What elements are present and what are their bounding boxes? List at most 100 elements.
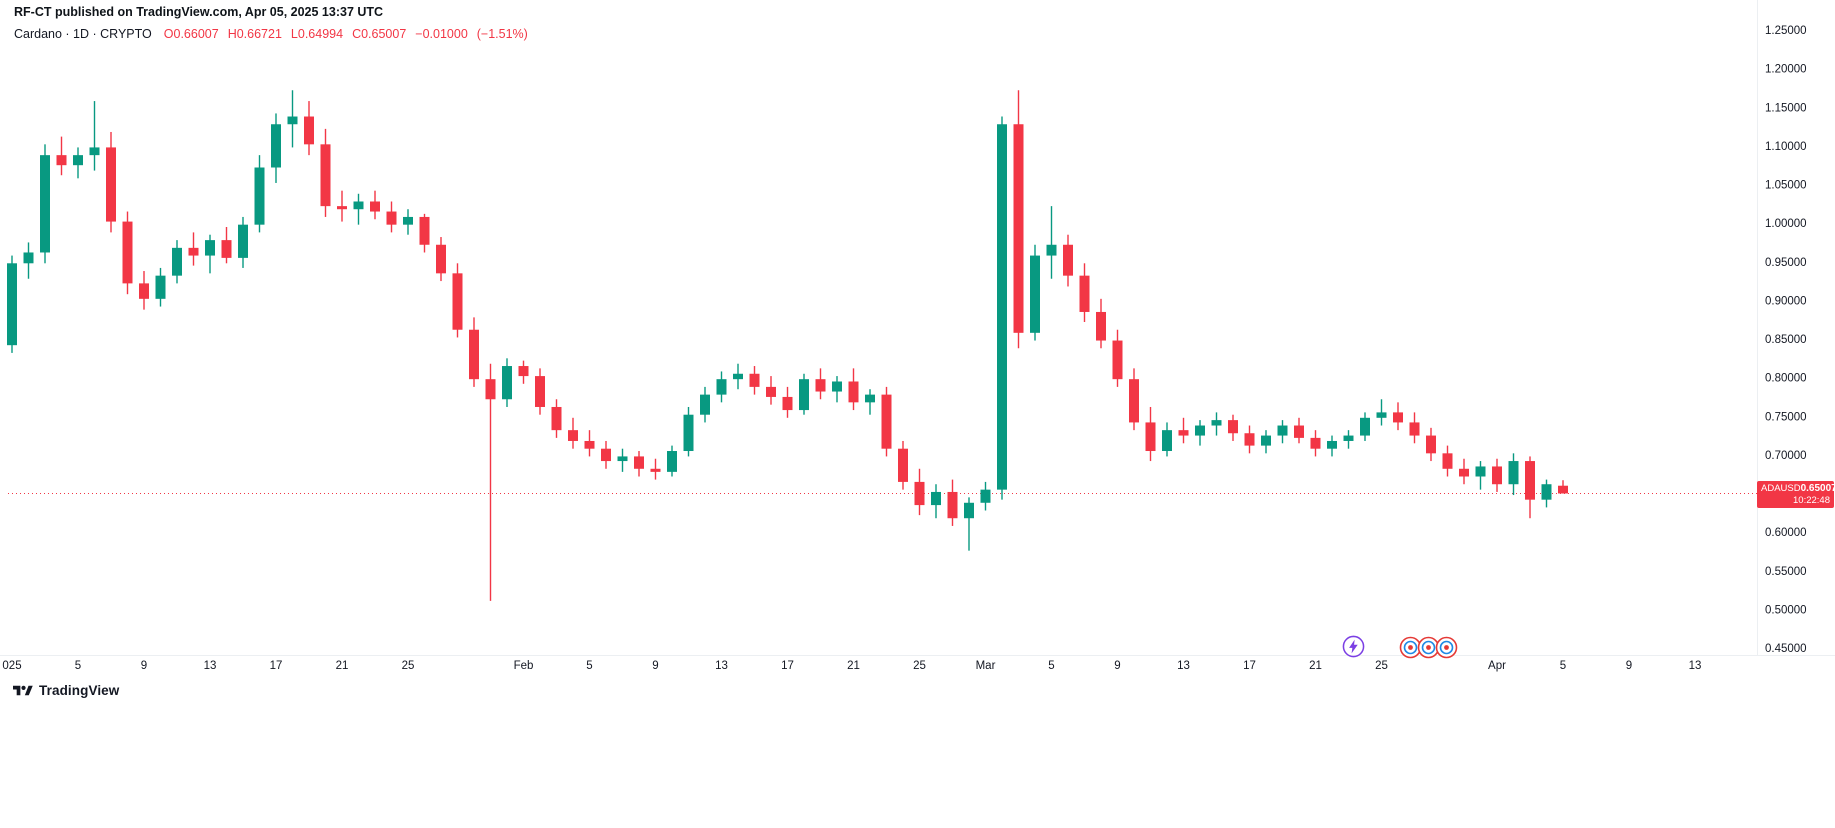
candle-body [73,155,83,166]
time-axis-label[interactable]: Mar [976,660,996,672]
candle-body [40,155,50,253]
emoji-reaction-icon[interactable] [1435,636,1458,659]
reaction-icons-cluster[interactable] [1399,636,1458,659]
candle-body [1211,420,1222,426]
tradingview-logo-text: TradingView [39,683,120,698]
candle-body [1013,124,1024,333]
tradingview-logo[interactable]: TradingView [13,683,119,698]
price-axis-label[interactable]: 1.25000 [1765,25,1807,37]
candle-body [683,414,694,452]
candle-body [700,394,710,415]
time-axis-label[interactable]: 5 [1560,660,1566,672]
candle-body [1558,485,1568,494]
candle-body [1310,437,1321,449]
price-axis-label[interactable]: 0.95000 [1765,257,1807,269]
candle-body [1063,244,1073,276]
candle-body [254,167,265,225]
candle-body [436,244,446,274]
candle-body [766,386,776,397]
price-axis-label[interactable]: 1.15000 [1765,102,1807,114]
candle-body [914,481,925,506]
time-axis-label[interactable]: 5 [586,660,592,672]
time-axis-label[interactable]: 25 [1375,660,1388,672]
chart-canvas[interactable]: 1.25000 1.20000 1.15000 1.10000 1.05000 1.000… [0,0,1835,690]
candle-body [502,366,512,400]
time-axis-label[interactable]: 17 [781,660,794,672]
candle-body [1030,255,1040,333]
time-axis-label[interactable]: 21 [336,660,349,672]
price-axis-label[interactable]: 0.80000 [1765,373,1807,385]
emoji-reaction-icon[interactable] [1417,636,1440,659]
candle-body [535,376,545,407]
price-tag-countdown: 10:22:48 [1793,495,1830,507]
time-axis-label[interactable]: 17 [1243,660,1256,672]
candle-body [1145,422,1156,452]
time-axis-label[interactable]: 9 [1114,660,1120,672]
candle-body [568,430,578,441]
price-axis-label[interactable]: 0.60000 [1765,527,1807,539]
candle-body [353,201,364,210]
candle-body [551,406,562,431]
price-axis-label[interactable]: 0.70000 [1765,450,1807,462]
price-axis-label[interactable]: 0.50000 [1765,604,1807,616]
price-axis-label[interactable]: 1.10000 [1765,141,1807,153]
time-axis-label[interactable]: 13 [1689,660,1702,672]
ohlc-values: O0.66007 H0.66721 L0.64994 C0.65007 −0.0… [164,27,528,41]
ohlc-high: H0.66721 [227,27,282,41]
price-axis-label[interactable]: 0.55000 [1765,566,1807,578]
candle-body [898,448,908,482]
candlestick-chart[interactable]: 1.25000 1.20000 1.15000 1.10000 1.05000 1.000… [0,0,1835,690]
price-axis-label[interactable]: 0.90000 [1765,295,1807,307]
time-axis-label[interactable]: 25 [913,660,926,672]
time-axis-label[interactable]: 5 [1048,660,1054,672]
ohlc-change-pct: (−1.51%) [476,27,528,41]
candle-body [1129,379,1139,423]
candle-body [386,211,397,225]
time-axis-label[interactable]: 21 [1309,660,1322,672]
price-axis-label[interactable]: 1.05000 [1765,180,1807,192]
candle-body [782,396,793,411]
ohlc-change: −0.01000 [415,27,468,41]
symbol-title[interactable]: Cardano · 1D · CRYPTO [14,27,152,41]
candle-body [997,124,1007,490]
candle-body [1492,466,1502,485]
candle-body [304,116,314,145]
time-axis-label[interactable]: 025 [2,660,21,672]
time-axis-label[interactable]: 5 [75,660,81,672]
candle-body [1112,340,1123,380]
candle-body [1475,466,1486,477]
time-axis-label[interactable]: 13 [715,660,728,672]
time-axis-label[interactable]: 21 [847,660,860,672]
price-axis-label[interactable]: 1.00000 [1765,218,1807,230]
time-axis-label[interactable]: 13 [204,660,217,672]
price-axis-label[interactable]: 0.75000 [1765,411,1807,423]
publish-attribution: RF-CT published on TradingView.com, Apr … [14,5,384,19]
candle-body [106,147,116,222]
candle-body [1525,461,1535,500]
time-axis-label[interactable]: 9 [1626,660,1632,672]
candle-body [122,221,133,284]
candle-body [667,451,677,472]
price-axis-label[interactable]: 0.85000 [1765,334,1807,346]
time-axis-label[interactable]: 9 [141,660,147,672]
time-axis-label[interactable]: 9 [652,660,658,672]
time-axis-label[interactable]: 17 [270,660,283,672]
candle-body [1442,453,1453,469]
candle-body [601,448,611,462]
candle-body [469,329,479,380]
time-axis-label[interactable]: 25 [402,660,415,672]
price-axis-label[interactable]: 1.20000 [1765,64,1807,76]
price-tag[interactable]: ADAUSD 0.65007 10:22:48 [1757,481,1835,509]
time-axis-label[interactable]: Feb [514,660,534,672]
time-axis-label[interactable]: 13 [1177,660,1190,672]
candle-body [1244,433,1255,446]
candle-body [287,116,298,125]
candle-body [617,456,628,462]
price-axis-label[interactable]: 0.45000 [1765,643,1807,655]
candle-body [881,394,892,449]
lightning-boost-icon[interactable] [1342,635,1365,658]
candle-body [518,366,529,377]
time-axis-label[interactable]: Apr [1488,660,1506,672]
candle-body [815,379,826,392]
candle-body [403,216,413,225]
